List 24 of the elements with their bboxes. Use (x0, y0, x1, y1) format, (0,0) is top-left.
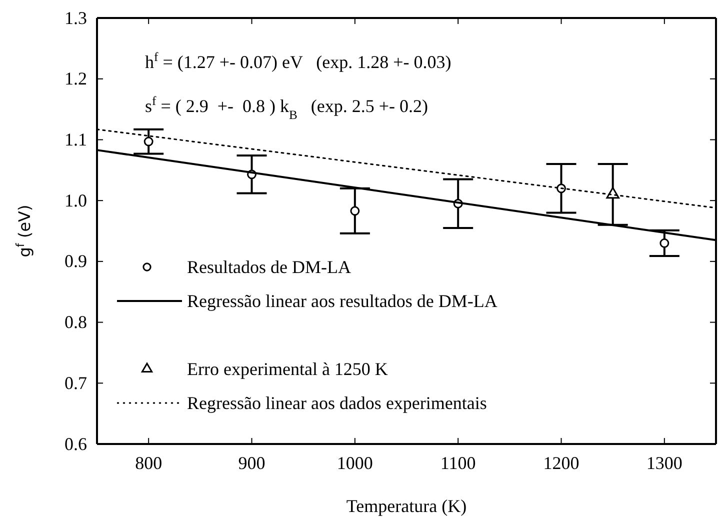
x-axis-title: Temperatura (K) (346, 496, 467, 516)
legend-label: Erro experimental à 1250 K (187, 359, 388, 379)
y-tick-label: 0.8 (64, 312, 87, 332)
y-tick-label: 1.3 (64, 8, 87, 28)
x-tick-label: 1000 (336, 452, 373, 473)
x-tick-label: 900 (238, 452, 266, 473)
annotation: h$^{f}$ = (1.27 +- 0.07) eV (exp. 1.28 +- 0.03) (145, 50, 452, 72)
x-tick-label: 800 (135, 452, 162, 473)
legend-label: Regressão linear aos resultados de DM-LA (187, 291, 498, 311)
x-tick-label: 1100 (440, 452, 476, 473)
point (660, 238, 670, 248)
x-tick-label: 1200 (543, 452, 580, 473)
point (144, 136, 154, 146)
annotation: s$^{f}$ = ( 2.9 +- 0.8 ) k$_{B}$ (exp. 2.5 +- 0.2) (145, 94, 428, 122)
x-tick-label: 1300 (646, 452, 682, 473)
y-tick-label: 0.7 (64, 372, 87, 393)
y-tick-label: 0.6 (64, 434, 87, 454)
point (350, 206, 360, 216)
y-tick-label: 0.9 (64, 251, 87, 272)
legend-label: Resultados de DM-LA (187, 257, 351, 277)
y-tick-label: 1.0 (64, 190, 87, 210)
y-tick-label: 1.1 (64, 129, 87, 150)
y-tick-label: 1.2 (64, 68, 87, 89)
legend-label: Regressão linear aos dados experimentais (187, 393, 487, 413)
